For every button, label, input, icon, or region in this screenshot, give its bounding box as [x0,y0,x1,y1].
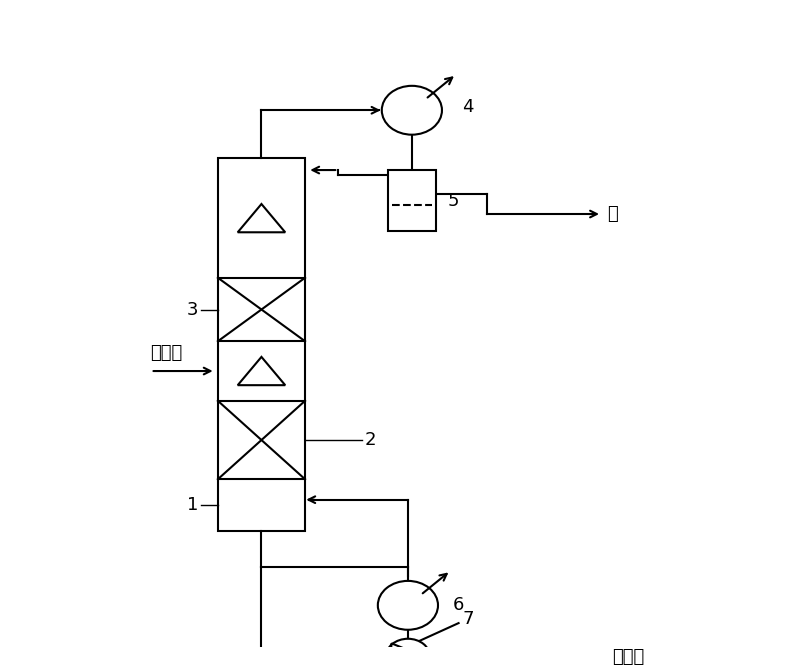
Text: 5: 5 [447,192,459,210]
Text: 4: 4 [462,98,474,116]
Text: 反应液: 反应液 [612,648,645,666]
Text: 水: 水 [607,205,618,223]
Circle shape [378,581,438,630]
Text: 1: 1 [186,496,198,514]
Circle shape [382,86,442,135]
Text: 3: 3 [186,301,198,319]
Bar [388,170,436,231]
Text: 7: 7 [462,610,474,628]
Text: 2: 2 [364,431,376,449]
Text: 环己麮: 环己麮 [150,344,183,362]
Text: 6: 6 [452,597,464,615]
Circle shape [386,639,430,668]
Bar [218,158,305,531]
